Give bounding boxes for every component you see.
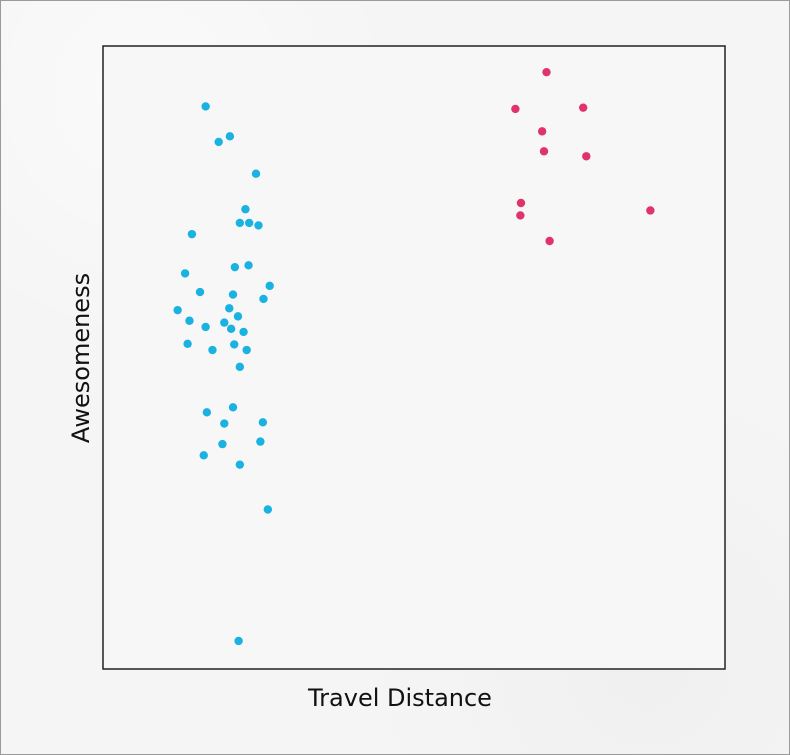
scatter-point [244,218,254,228]
scatter-point [578,103,588,112]
scatter-point [254,221,263,230]
scatter-point [233,312,243,321]
scatter-point [220,419,229,428]
scatter-point [235,362,245,372]
scatter-point [256,437,265,446]
scatter-point [235,218,245,228]
scatter-point [187,229,197,239]
scatter-point [234,636,243,646]
scatter-point [214,137,223,147]
scatter-point [545,236,554,246]
scatter-point [195,287,205,297]
scatter-point [208,345,217,355]
scatter-point [185,316,194,325]
scatter-point [228,290,238,299]
x-axis-label: Travel Distance [307,684,492,712]
data-points [173,67,655,646]
scatter-point [199,451,208,460]
scatter-point [511,104,520,114]
scatter-point [244,261,253,270]
scatter-point [226,324,236,334]
scatter-point [235,460,245,469]
scatter-point [537,127,547,136]
scatter-point [228,403,238,412]
scatter-point [230,340,239,349]
scatter-point [225,132,235,141]
scatter-point [646,206,655,215]
plot-area [102,45,726,670]
scatter-point [202,408,212,417]
scatter-point [242,345,251,355]
scatter-point [263,505,273,514]
scatter-point [265,281,274,291]
scatter-point [542,67,551,77]
scatter-point [239,327,248,337]
scatter-point [516,211,525,220]
scatter-point [173,305,182,315]
scatter-point [220,318,229,327]
scatter-point [225,304,234,313]
scatter-point [258,418,268,427]
y-axis-label: Awesomeness [67,273,95,443]
scatter-point [218,439,227,449]
scatter-point [180,269,190,278]
scatter-point [201,322,210,332]
scatter-point [539,147,549,156]
scatter-point [183,339,192,348]
scatter-point [582,152,591,161]
scatter-point [516,198,526,208]
scatter-point [230,262,240,272]
scatter-point [201,102,210,111]
scatter-point [241,205,250,214]
scatter-point [251,169,261,178]
scatter-point [259,294,268,304]
